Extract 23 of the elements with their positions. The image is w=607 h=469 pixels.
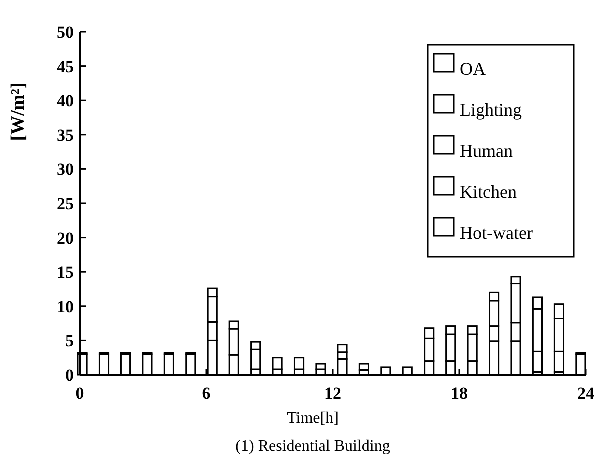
y-tick-label: 15 bbox=[57, 263, 74, 282]
y-tick-label: 35 bbox=[57, 126, 74, 145]
legend-label: Kitchen bbox=[460, 182, 517, 202]
y-axis-title: [W/m²] bbox=[8, 82, 29, 142]
legend-label: OA bbox=[460, 59, 486, 79]
y-tick-label: 10 bbox=[57, 297, 74, 316]
y-tick-label: 5 bbox=[66, 332, 74, 351]
legend-label: Hot-water bbox=[460, 223, 533, 243]
y-tick-label: 20 bbox=[57, 228, 74, 248]
y-tick-label: 30 bbox=[57, 160, 74, 180]
y-tick-label: 45 bbox=[57, 57, 74, 76]
legend-label: Human bbox=[460, 141, 513, 161]
x-tick-label: 18 bbox=[451, 384, 468, 403]
x-axis-title: Time[h] bbox=[287, 410, 339, 427]
y-tick-label: 25 bbox=[57, 194, 74, 214]
y-tick-label: 40 bbox=[57, 92, 74, 111]
text: (1) Residential Building bbox=[236, 438, 390, 455]
y-tick-label: 0 bbox=[66, 366, 74, 385]
x-tick-label: 24 bbox=[578, 384, 595, 403]
legend-label: Lighting bbox=[460, 100, 522, 120]
y-tick-label: 50 bbox=[57, 22, 74, 42]
x-tick-label: 6 bbox=[202, 384, 211, 403]
x-tick-label: 12 bbox=[324, 384, 342, 403]
